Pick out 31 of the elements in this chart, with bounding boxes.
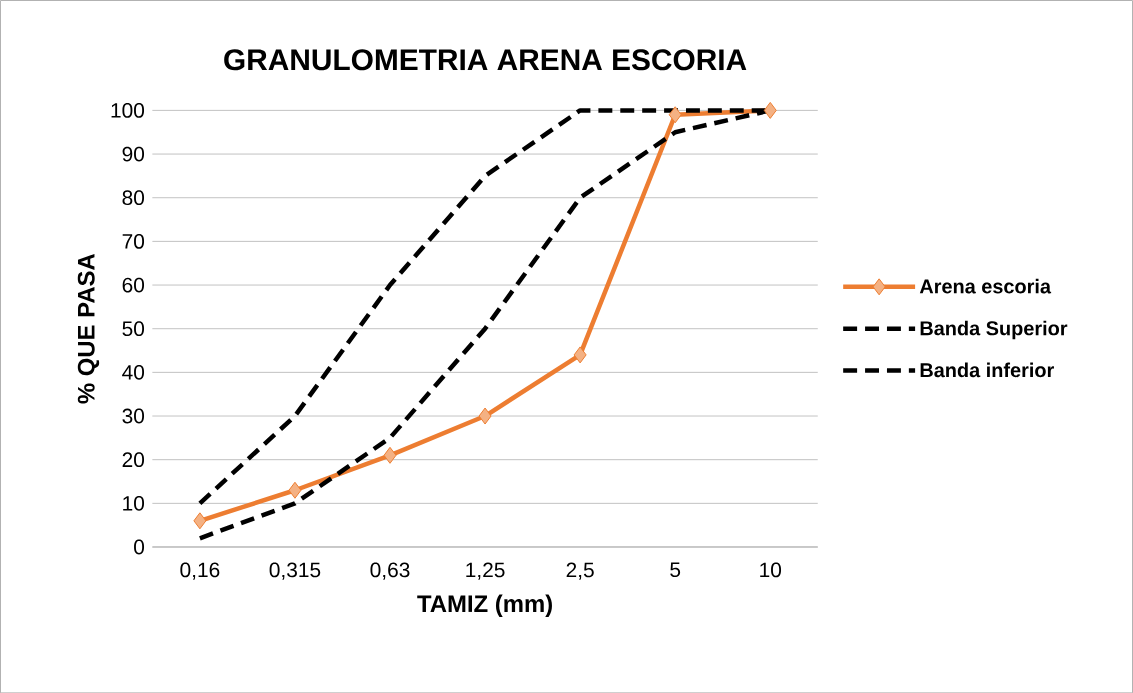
y-tick-label: 100 xyxy=(111,102,145,118)
y-tick-label: 20 xyxy=(122,452,145,467)
x-tick-label: 5 xyxy=(670,562,681,577)
point xyxy=(288,481,302,499)
chart-title: GRANULOMETRIA ARENA ESCORIA xyxy=(224,49,747,71)
x-tick-label: 0,63 xyxy=(370,562,410,580)
y-tick-label: 70 xyxy=(122,233,145,249)
y-tick-label: 90 xyxy=(122,146,145,162)
point xyxy=(383,446,397,464)
y-tick-label: 80 xyxy=(122,190,145,205)
y-tick-label: 30 xyxy=(122,408,145,424)
point xyxy=(573,346,587,364)
y-tick-label: 0 xyxy=(134,539,145,555)
legend-label: Banda inferior xyxy=(920,362,1054,378)
legend-label: Banda Superior xyxy=(920,320,1068,340)
legend-label: Arena escoria xyxy=(919,278,1052,294)
y-tick-label: 40 xyxy=(122,364,145,380)
y-tick-label: 50 xyxy=(122,321,145,336)
point xyxy=(763,101,777,119)
x-axis-title: TAMIZ (mm) xyxy=(417,594,552,617)
x-tick-label: 1,25 xyxy=(466,562,505,580)
x-tick-label: 10 xyxy=(760,562,782,578)
y-axis-title: % QUE PASA xyxy=(77,253,100,404)
point xyxy=(478,407,492,425)
y-tick-label: 60 xyxy=(122,277,145,293)
x-tick-label: 0,16 xyxy=(180,562,220,580)
y-tick-label: 10 xyxy=(123,495,145,511)
point xyxy=(668,106,682,124)
point xyxy=(193,512,207,530)
x-tick-label: 0,315 xyxy=(269,562,321,580)
x-tick-label: 2,5 xyxy=(566,562,594,580)
